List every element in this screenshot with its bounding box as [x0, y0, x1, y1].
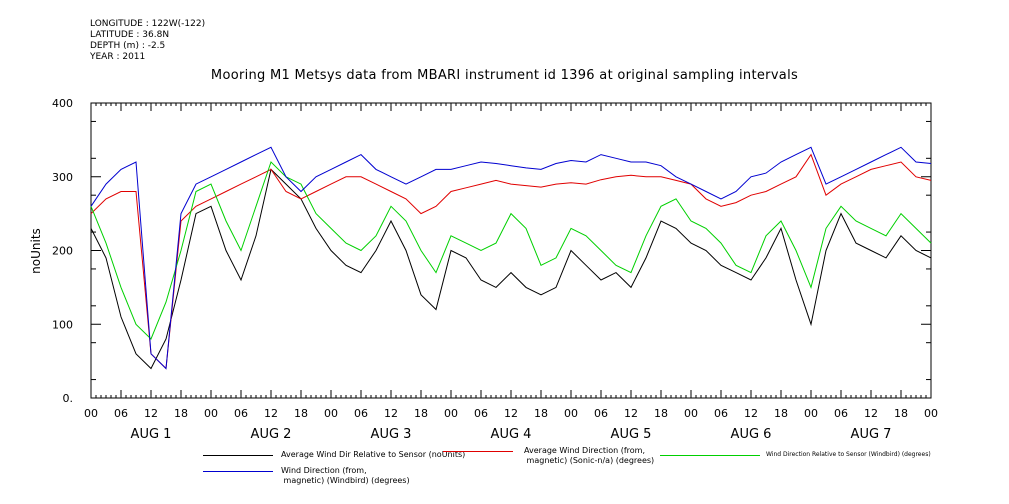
x-tick-label: 12 — [144, 407, 158, 420]
x-tick-label: 12 — [864, 407, 878, 420]
longitude-label: LONGITUDE : 122W(-122) — [90, 19, 206, 29]
x-tick-label: 12 — [744, 407, 758, 420]
y-tick-label: 0. — [63, 392, 74, 405]
x-tick-label: 18 — [414, 407, 428, 420]
day-label: AUG 4 — [491, 427, 532, 442]
x-tick-label: 18 — [654, 407, 668, 420]
plot-frame — [90, 102, 932, 399]
day-label: AUG 1 — [131, 427, 172, 442]
x-tick-label: 12 — [264, 407, 278, 420]
y-axis-label: noUnits — [29, 228, 43, 274]
series-line-4 — [90, 146, 932, 370]
x-tick-label: 12 — [504, 407, 518, 420]
day-label: AUG 3 — [371, 427, 412, 442]
x-tick-label: 18 — [774, 407, 788, 420]
day-label: AUG 5 — [611, 427, 652, 442]
series-line-1 — [90, 168, 932, 370]
day-label: AUG 6 — [731, 427, 772, 442]
x-tick-label: 00 — [684, 407, 698, 420]
x-tick-label: 00 — [564, 407, 578, 420]
year-label: YEAR : 2011 — [90, 52, 146, 62]
x-tick-label: 06 — [354, 407, 368, 420]
day-label: AUG 2 — [251, 427, 292, 442]
y-tick-label: 100 — [52, 318, 73, 331]
x-tick-label: 06 — [474, 407, 488, 420]
x-tick-label: 18 — [294, 407, 308, 420]
series-line-2 — [90, 153, 932, 370]
x-tick-label: 18 — [894, 407, 908, 420]
x-tick-label: 12 — [624, 407, 638, 420]
x-tick-label: 00 — [204, 407, 218, 420]
latitude-label: LATITUDE : 36.8N — [90, 30, 170, 40]
x-tick-label: 18 — [534, 407, 548, 420]
y-tick-label: 300 — [52, 171, 73, 184]
x-tick-label: 06 — [834, 407, 848, 420]
series-line-3 — [90, 161, 932, 340]
x-tick-label: 06 — [234, 407, 248, 420]
x-tick-label: 00 — [324, 407, 338, 420]
x-tick-label: 06 — [114, 407, 128, 420]
chart-title: Mooring M1 Metsys data from MBARI instru… — [210, 68, 799, 83]
x-tick-label: 06 — [714, 407, 728, 420]
day-label: AUG 7 — [851, 427, 892, 442]
x-tick-label: 00 — [84, 407, 98, 420]
x-tick-label: 06 — [594, 407, 608, 420]
metadata-block: LONGITUDE : 122W(-122) LATITUDE : 36.8N … — [90, 19, 205, 63]
x-tick-label: 18 — [174, 407, 188, 420]
x-tick-label: 12 — [384, 407, 398, 420]
depth-label: DEPTH (m) : -2.5 — [90, 41, 166, 51]
x-tick-label: 00 — [444, 407, 458, 420]
x-tick-label: 00 — [924, 407, 938, 420]
y-tick-label: 400 — [52, 97, 73, 110]
y-tick-label: 200 — [52, 245, 73, 258]
x-tick-label: 00 — [804, 407, 818, 420]
